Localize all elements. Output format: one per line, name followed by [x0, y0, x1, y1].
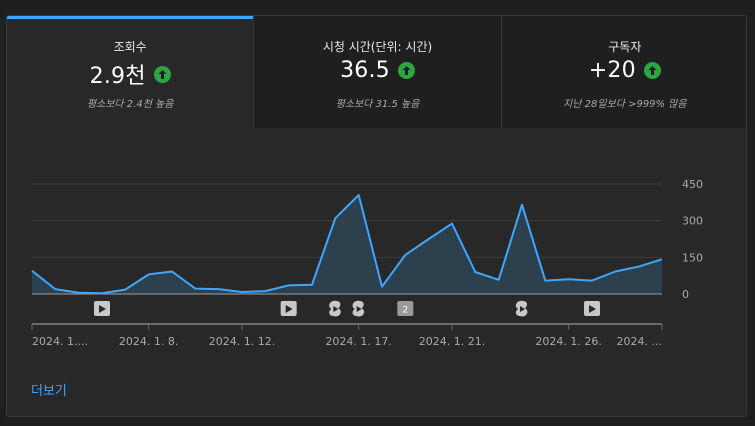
series-area: [32, 195, 662, 294]
tab-subscribers[interactable]: 구독자 +20 지난 28일보다 >999% 많음: [500, 16, 746, 128]
x-tick-label: 2024. 1. 8.: [119, 335, 178, 348]
y-tick-label: 0: [682, 288, 689, 301]
x-tick-label: 2024. 1....: [32, 335, 88, 348]
tab-label: 시청 시간(단위: 시간): [322, 40, 433, 54]
shorts-play-triangle: [356, 306, 362, 312]
video-upload-marker: [584, 301, 600, 316]
see-more-link[interactable]: 더보기: [31, 384, 67, 399]
y-tick-label: 450: [682, 178, 703, 191]
play-triangle: [589, 305, 596, 313]
tab-value-row: 36.5: [254, 58, 500, 83]
shorts-upload-marker: [329, 300, 341, 317]
views-chart: 0 150 300 450 2024. 1.... 2024. 1. 8. 2024. 1.…: [31, 178, 703, 348]
metric-tabs: 조회수 2.9천 평소보다 2.4천 높음 시청 시간(단위: 시간) 36.5…: [7, 16, 746, 128]
play-triangle: [99, 305, 106, 313]
tab-watch-time[interactable]: 시청 시간(단위: 시간) 36.5 평소보다 31.5 높음: [253, 16, 501, 128]
x-tick-label: 2024. 1. 26.: [535, 335, 601, 348]
tab-value: 2.9천: [89, 64, 146, 89]
tab-comparison: 평소보다 31.5 높음: [335, 99, 420, 110]
arrow-up-icon: [397, 62, 415, 79]
x-tick-label: 2024. ...: [617, 335, 662, 348]
analytics-card: 조회수 2.9천 평소보다 2.4천 높음 시청 시간(단위: 시간) 36.5…: [6, 15, 747, 417]
video-upload-marker: [280, 301, 297, 316]
arrow-up-icon: [643, 62, 661, 79]
tab-value-row: +20: [502, 58, 746, 83]
shorts-upload-marker: [515, 300, 528, 317]
video-upload-marker: [94, 301, 110, 316]
x-tick-label: 2024. 1. 21.: [419, 335, 485, 348]
shorts-play-triangle: [333, 306, 339, 312]
tab-value: +20: [588, 58, 636, 83]
tab-label: 조회수: [113, 40, 147, 54]
y-tick-label: 300: [682, 215, 703, 228]
shorts-play-triangle: [520, 306, 525, 312]
shorts-upload-marker: [352, 300, 365, 317]
tab-label: 구독자: [608, 40, 642, 54]
tab-comparison: 평소보다 2.4천 높음: [86, 99, 174, 110]
play-triangle: [285, 305, 293, 313]
series-line: [31, 194, 663, 295]
arrow-up-icon: [153, 65, 171, 83]
x-tick-label: 2024. 1. 17.: [325, 335, 391, 348]
tab-value: 36.5: [340, 58, 390, 83]
tab-comparison: 지난 28일보다 >999% 많음: [563, 99, 687, 110]
x-tick-label: 2024. 1. 12.: [209, 335, 275, 348]
tab-views[interactable]: 조회수 2.9천 평소보다 2.4천 높음: [7, 16, 254, 128]
multiple-uploads-marker: 2: [397, 301, 414, 316]
count-badge: [397, 301, 414, 316]
tab-value-row: 2.9천: [7, 58, 253, 90]
count-badge-label: 2: [402, 306, 408, 316]
y-tick-label: 150: [682, 251, 703, 264]
